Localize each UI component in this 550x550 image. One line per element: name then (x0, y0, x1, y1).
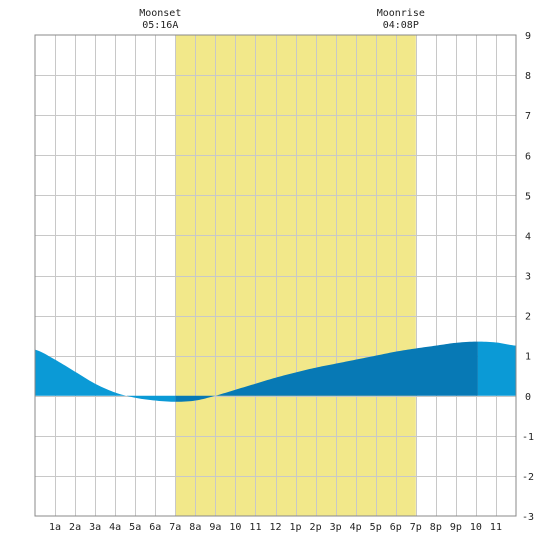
tide-area-daylight (175, 341, 478, 402)
x-tick-label: 8a (189, 522, 201, 533)
annotation-time: 05:16A (142, 20, 178, 31)
daylight-shade-layer (175, 35, 416, 516)
x-tick-label: 12 (269, 522, 281, 533)
annotation-title: Moonrise (377, 8, 425, 19)
tide-area-layer (35, 341, 516, 402)
annotation-title: Moonset (139, 8, 181, 19)
x-tick-label: 4a (109, 522, 121, 533)
x-tick-label: 7p (410, 522, 422, 533)
y-tick-label: 9 (525, 31, 531, 42)
x-tick-label: 10 (229, 522, 241, 533)
y-tick-label: 7 (525, 111, 531, 122)
y-tick-label: 1 (525, 352, 531, 363)
grid-layer (35, 35, 516, 516)
x-tick-label: 5a (129, 522, 141, 533)
x-tick-label: 10 (470, 522, 482, 533)
y-tick-label: -2 (522, 472, 534, 483)
x-tick-label: 6a (149, 522, 161, 533)
x-tick-label: 1p (290, 522, 302, 533)
y-tick-label: 6 (525, 151, 531, 162)
x-tick-label: 6p (390, 522, 402, 533)
x-tick-label: 9p (450, 522, 462, 533)
daylight-band (175, 35, 416, 516)
x-tick-label: 8p (430, 522, 442, 533)
x-tick-label: 9a (209, 522, 221, 533)
x-tick-label: 1a (49, 522, 61, 533)
x-tick-label: 2p (310, 522, 322, 533)
y-tick-label: 3 (525, 272, 531, 283)
y-tick-label: -1 (522, 432, 534, 443)
annotation-time: 04:08P (383, 20, 419, 31)
tide-area-night-late (477, 341, 516, 396)
x-tick-label: 11 (490, 522, 502, 533)
x-tick-label: 7a (169, 522, 181, 533)
x-tick-label: 4p (350, 522, 362, 533)
y-tick-label: 8 (525, 71, 531, 82)
y-tick-label: 4 (525, 231, 531, 242)
x-tick-label: 2a (69, 522, 81, 533)
x-tick-label: 3p (330, 522, 342, 533)
tide-area-night-early (35, 349, 176, 402)
x-tick-label: 11 (249, 522, 261, 533)
y-tick-labels: -3 -2 -1 0 1 2 3 4 5 6 7 8 9 (522, 31, 534, 523)
y-tick-label: 2 (525, 312, 531, 323)
x-tick-labels: 1a 2a 3a 4a 5a 6a 7a 8a 9a 10 11 12 1p 2p 3p 4p 5p 6p 7p 8p… (49, 522, 502, 533)
plot-frame (34, 34, 517, 517)
y-tick-label: -3 (522, 512, 534, 523)
x-tick-label: 3a (89, 522, 101, 533)
x-tick-label: 5p (370, 522, 382, 533)
y-tick-label: 0 (525, 392, 531, 403)
y-tick-label: 5 (525, 191, 531, 202)
